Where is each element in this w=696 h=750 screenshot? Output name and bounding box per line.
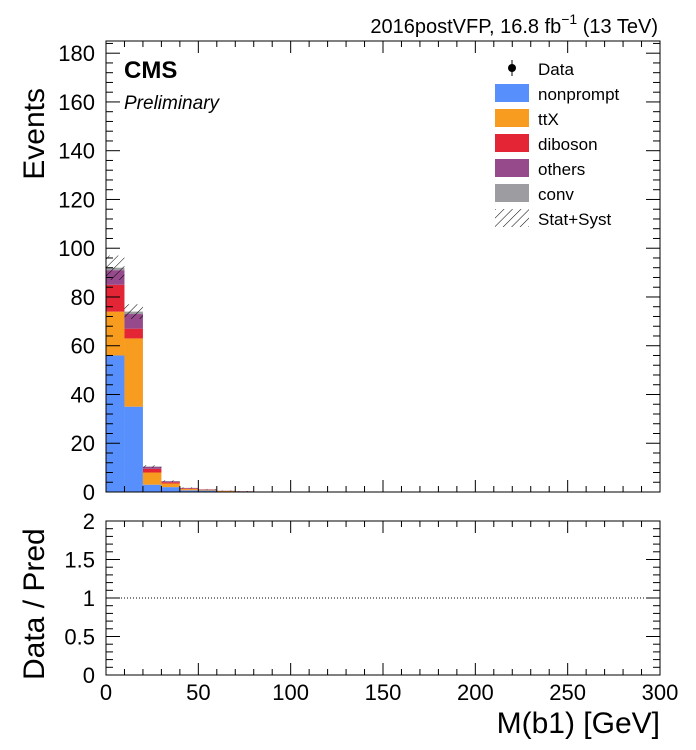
bar-diboson-bin-1: [124, 328, 143, 339]
y-tick-label: 80: [71, 285, 95, 310]
legend-label: conv: [538, 185, 574, 204]
bar-nonprompt-bin-0: [106, 355, 125, 492]
legend-label: ttX: [538, 110, 559, 129]
legend-entry-stat-syst: Stat+Syst: [495, 209, 612, 229]
y-axis-title: Events: [18, 88, 51, 180]
bar-nonprompt-bin-5: [198, 490, 217, 492]
legend-swatch: [495, 159, 529, 177]
ratio-y-tick-label: 1.5: [64, 548, 95, 573]
cms-label: CMS: [124, 57, 177, 84]
uncertainty-bin-0: [106, 255, 125, 280]
x-tick-label: 0: [100, 680, 112, 705]
bar-diboson-bin-3: [161, 482, 180, 484]
legend: Data nonprompt ttX diboson others conv Stat+Sy…: [495, 60, 620, 229]
x-tick-label: 300: [642, 680, 679, 705]
x-tick-label: 100: [272, 680, 309, 705]
y-tick-label: 20: [71, 431, 95, 456]
uncertainty-bin-6: [216, 490, 236, 492]
uncertainty-bin-2: [142, 465, 162, 468]
legend-swatch: [495, 184, 529, 202]
ratio-axes: 0 0.5 1 1.5 2: [64, 509, 661, 688]
luminosity-label: 2016postVFP, 16.8 fb−1 (13 TeV): [370, 11, 658, 38]
uncertainty-bin-1: [124, 304, 143, 319]
uncertainty-bands: [106, 255, 254, 492]
x-tick-labels: 0 50 100 150 200 250 300: [100, 680, 678, 705]
bar-nonprompt-bin-2: [142, 484, 162, 492]
ratio-y-tick-label: 1: [83, 586, 95, 611]
uncertainty-bin-7: [235, 491, 254, 492]
bar-diboson-bin-2: [142, 468, 162, 473]
bar-diboson-bin-0: [106, 284, 125, 312]
y-tick-label: 60: [71, 334, 95, 359]
y-tick-label: 0: [83, 480, 95, 505]
x-tick-label: 200: [457, 680, 494, 705]
bar-ttX-bin-2: [142, 472, 162, 485]
legend-entry-conv: conv: [495, 184, 574, 204]
ratio-y-axis-title: Data / Pred: [18, 528, 51, 680]
legend-entry-nonprompt: nonprompt: [495, 84, 620, 104]
y-tick-label: 160: [58, 90, 95, 115]
y-tick-label: 180: [58, 41, 95, 66]
legend-entry-others: others: [495, 159, 585, 179]
legend-swatch: [495, 134, 529, 152]
legend-label: Stat+Syst: [538, 210, 612, 229]
ratio-y-tick-label: 0: [83, 663, 95, 688]
stacked-bars: [106, 267, 254, 492]
legend-label: nonprompt: [538, 85, 620, 104]
legend-swatch: [495, 109, 529, 127]
uncertainty-bin-5: [198, 488, 217, 490]
bar-nonprompt-bin-4: [179, 490, 199, 492]
bar-ttX-bin-4: [179, 489, 199, 491]
y-tick-label: 40: [71, 382, 95, 407]
legend-label: Data: [538, 60, 574, 79]
bar-ttX-bin-3: [161, 483, 180, 488]
y-tick-label: 100: [58, 236, 95, 261]
y-tick-label: 120: [58, 187, 95, 212]
bar-ttX-bin-0: [106, 311, 125, 356]
main-axes: 0 20 40 60 80 100 120 140 160 180: [58, 41, 661, 505]
uncertainty-bin-4: [179, 487, 199, 489]
ratio-y-tick-label: 0.5: [64, 625, 95, 650]
legend-entry-diboson: diboson: [495, 134, 598, 154]
x-tick-label: 150: [365, 680, 402, 705]
x-tick-label: 250: [549, 680, 586, 705]
legend-entry-data: Data: [508, 60, 574, 79]
legend-label: diboson: [538, 135, 598, 154]
y-tick-label: 140: [58, 139, 95, 164]
legend-label: others: [538, 160, 585, 179]
legend-entry-ttx: ttX: [495, 109, 559, 129]
bar-nonprompt-bin-3: [161, 487, 180, 492]
bar-ttX-bin-1: [124, 338, 143, 407]
x-axis-title: M(b1) [GeV]: [497, 707, 660, 740]
uncertainty-bin-3: [161, 480, 180, 482]
ratio-y-tick-label: 2: [83, 509, 95, 534]
bar-ttX-bin-5: [198, 489, 217, 491]
legend-swatch: [495, 84, 529, 102]
legend-swatch: [495, 209, 529, 227]
bar-others-bin-2: [142, 466, 162, 469]
x-tick-label: 50: [186, 680, 210, 705]
preliminary-label: Preliminary: [124, 93, 221, 114]
bar-nonprompt-bin-1: [124, 406, 143, 492]
